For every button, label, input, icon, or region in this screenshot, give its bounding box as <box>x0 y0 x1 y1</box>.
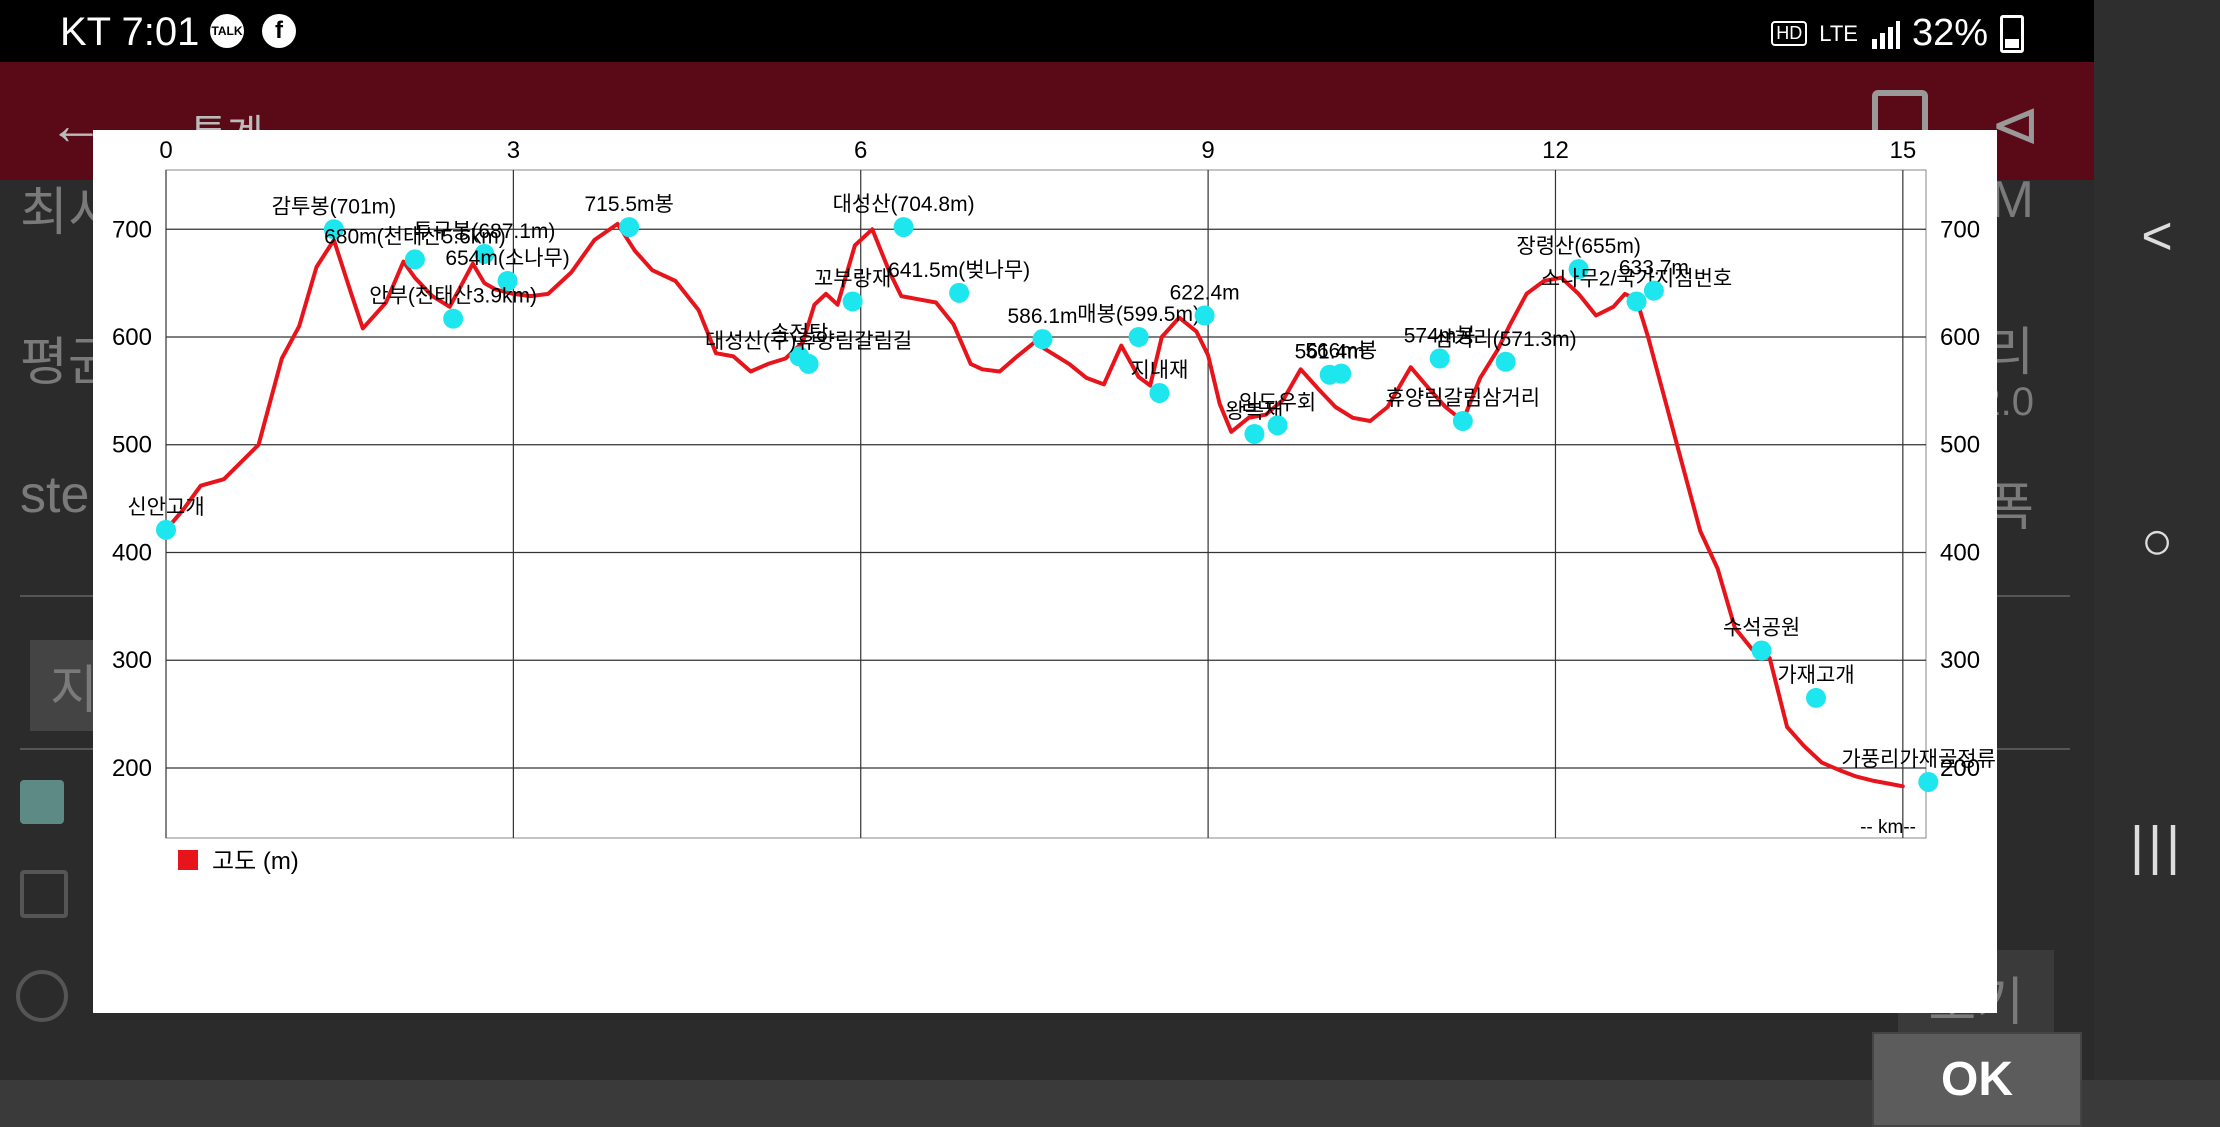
facebook-icon: f <box>262 14 296 48</box>
y-tick-label-right: 200 <box>1940 755 1980 782</box>
lte-icon: LTE <box>1819 20 1858 46</box>
x-tick-label: 3 <box>507 137 520 164</box>
waypoint-marker <box>1568 259 1589 280</box>
bg-text-3: ste <box>20 466 90 524</box>
waypoint-label: 가재고개 <box>1777 664 1854 687</box>
waypoint-label: 561.4m <box>1295 341 1365 364</box>
waypoint-label: 680m(천태산5.6km) <box>324 225 506 248</box>
waypoint-marker <box>1751 640 1772 661</box>
legend-swatch <box>178 850 198 870</box>
waypoint-marker <box>443 308 464 329</box>
waypoint-label: 574m봉 <box>1404 325 1476 348</box>
waypoint-label: 삼거리(571.3m) <box>1435 328 1577 351</box>
waypoint-label: 566m봉 <box>1305 340 1377 363</box>
waypoint-label: 꼬부랑재 <box>814 267 891 290</box>
waypoint-marker <box>1032 329 1053 350</box>
waypoint-label: 수석공원 <box>1723 617 1800 640</box>
waypoint-marker <box>1128 327 1149 347</box>
y-tick-label-left: 500 <box>112 432 152 459</box>
navigation-bar: < ○ ||| <box>2094 0 2220 1080</box>
bg-checkbox-checked[interactable] <box>20 780 64 824</box>
waypoint-label: 임도우회 <box>1239 391 1316 414</box>
elevation-chart-dialog: 0 3 6 9 12 15 200 200 300 300 400 400 500 500 600 600 70… <box>93 130 2082 1127</box>
waypoint-label: 715.5m봉 <box>584 193 673 216</box>
waypoint-marker <box>404 249 425 270</box>
elevation-chart: 0 3 6 9 12 15 200 200 300 300 400 400 500 500 600 600 70… <box>112 137 1997 875</box>
waypoint-marker <box>949 282 970 303</box>
status-right: HD LTE 32% <box>1771 12 2024 55</box>
waypoint-marker <box>1331 363 1352 384</box>
waypoint-marker <box>798 353 819 374</box>
waypoint-marker <box>323 219 344 240</box>
share-icon[interactable]: ⊲ <box>1990 91 2041 158</box>
bg-checkbox[interactable] <box>20 870 68 918</box>
waypoint-label: 대성산(704.8m) <box>833 193 975 216</box>
waypoint-label: 소나무2/국가지점번호 <box>1541 267 1732 290</box>
waypoint-marker <box>1626 291 1647 312</box>
waypoint-marker <box>1149 383 1170 404</box>
waypoint-label: 622.4m <box>1170 281 1240 304</box>
y-tick-label-left: 300 <box>112 647 152 674</box>
waypoint-label: 대성산(구)휴양림갈림길 <box>705 330 912 353</box>
waypoint-label: 586.1m <box>1008 305 1078 328</box>
waypoint-label: 투구봉(687.1m) <box>413 220 555 243</box>
y-tick-label-left: 200 <box>112 755 152 782</box>
waypoint-label: 633.7m <box>1619 257 1689 280</box>
waypoint-label: 안부(천태산3.9km) <box>369 285 537 308</box>
nav-recents-icon[interactable]: ||| <box>2129 816 2185 876</box>
waypoint-marker <box>1452 411 1473 432</box>
battery-icon <box>2000 14 2024 53</box>
x-tick-label: 12 <box>1542 137 1569 164</box>
y-tick-label-right: 600 <box>1940 324 1980 351</box>
waypoint-marker <box>1267 415 1288 436</box>
waypoint-label: 지내재 <box>1130 359 1188 382</box>
waypoint-marker <box>842 291 863 312</box>
waypoint-marker <box>1429 348 1450 369</box>
signal-icon <box>1871 20 1900 49</box>
waypoint-marker <box>474 244 495 265</box>
x-tick-label: 6 <box>854 137 867 164</box>
waypoint-marker <box>893 217 914 238</box>
waypoint-label: 매봉(599.5m) <box>1077 303 1200 326</box>
carrier-time: KT 7:01 <box>60 10 200 54</box>
waypoint-marker <box>1194 305 1215 326</box>
waypoint-marker <box>1918 771 1939 792</box>
waypoint-label: 641.5m(벚나무) <box>888 259 1030 282</box>
x-axis-label: -- km-- <box>1860 817 1916 838</box>
x-tick-label: 9 <box>1201 137 1214 164</box>
nav-back-icon[interactable]: < <box>2141 206 2173 266</box>
y-tick-label-left: 400 <box>112 539 152 566</box>
x-tick-label: 15 <box>1889 137 1916 164</box>
bg-radio[interactable] <box>16 970 68 1022</box>
waypoint-marker <box>497 270 518 291</box>
elevation-line <box>164 221 1905 789</box>
hd-icon: HD <box>1771 21 1808 46</box>
waypoint-label: 가풍리가재골정류장 <box>1841 748 1997 771</box>
waypoint-marker <box>619 217 640 238</box>
x-tick-label: 0 <box>159 137 172 164</box>
waypoint-label: 654m(소나무) <box>445 247 569 270</box>
waypoint-label: 장령산(655m) <box>1516 235 1640 258</box>
legend-label: 고도 (m) <box>212 848 299 875</box>
waypoint-label: 왕복재 <box>1225 400 1283 423</box>
kakaotalk-icon: TALK <box>210 14 244 48</box>
status-bar: KT 7:01 TALK f HD LTE 32% <box>0 0 2094 62</box>
waypoint-label: 송전탑 <box>770 322 828 345</box>
waypoint-marker <box>156 519 176 540</box>
y-tick-label-left: 700 <box>112 216 152 243</box>
waypoint-label: 감투봉(701m) <box>272 195 396 218</box>
battery-percent: 32% <box>1911 12 1988 54</box>
y-tick-label-right: 400 <box>1940 539 1980 566</box>
waypoint-marker <box>1806 687 1826 708</box>
waypoint-marker <box>1244 423 1265 444</box>
waypoint-label: 휴양림갈림삼거리 <box>1386 387 1541 410</box>
y-tick-label-right: 500 <box>1940 432 1980 459</box>
y-tick-label-right: 700 <box>1940 216 1980 243</box>
nav-home-icon[interactable]: ○ <box>2140 511 2174 571</box>
waypoint-label: 신안고개 <box>127 496 204 519</box>
waypoint-marker <box>1495 351 1516 372</box>
y-tick-label-left: 600 <box>112 324 152 351</box>
waypoint-marker <box>1643 280 1664 301</box>
y-tick-label-right: 300 <box>1940 647 1980 674</box>
